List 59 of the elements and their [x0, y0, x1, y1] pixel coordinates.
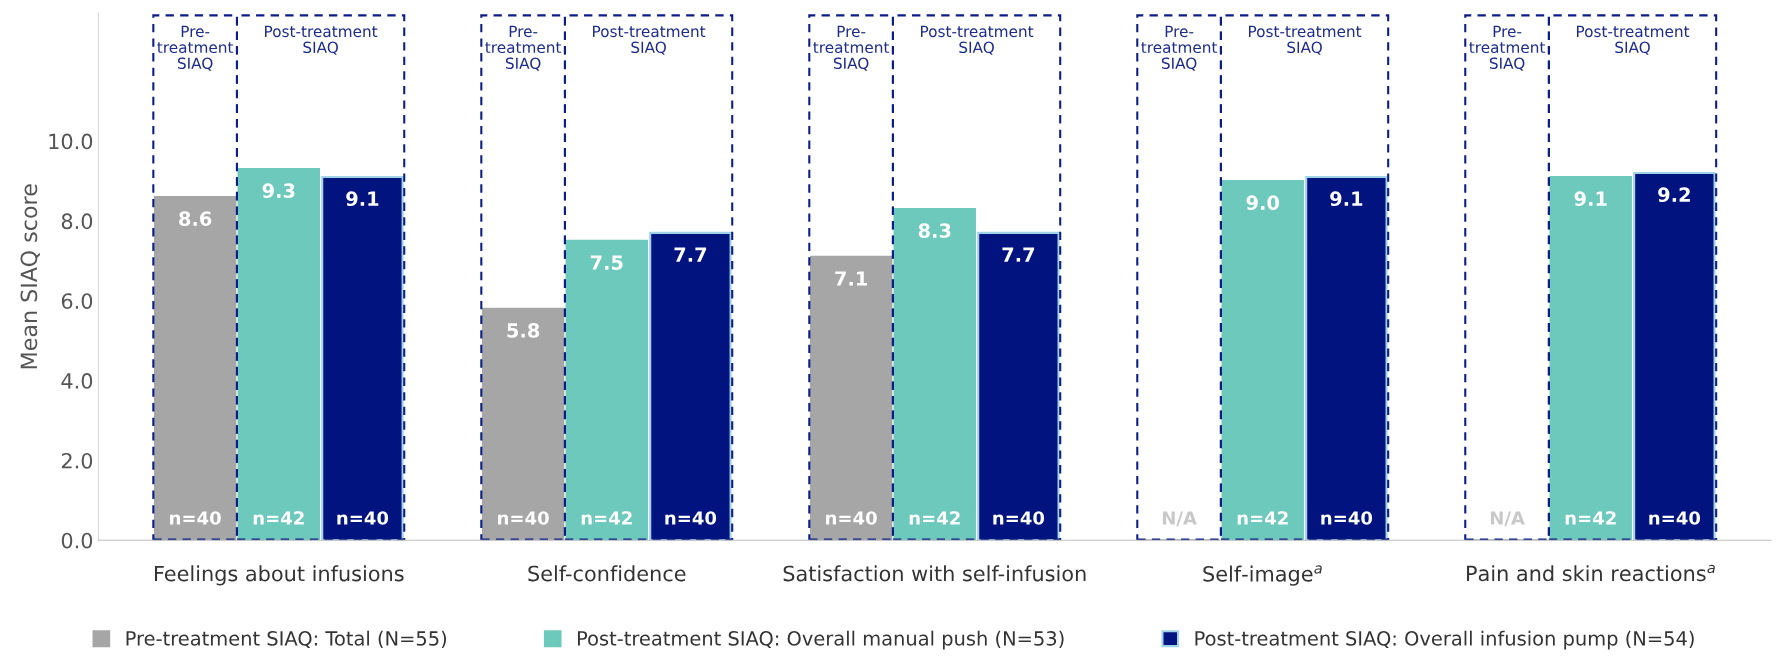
- data-label: 8.6: [179, 211, 212, 226]
- data-label: 9.1: [1330, 191, 1363, 207]
- data-label: 9.3: [262, 183, 295, 199]
- data-label: 9.0: [1246, 195, 1280, 211]
- y-axis-title: Mean SIAQ score: [20, 184, 40, 369]
- bar: [809, 255, 893, 541]
- bar: [893, 207, 976, 541]
- y-tick-label: 4.0: [61, 373, 93, 389]
- annotation: n=42: [581, 511, 632, 525]
- annotation: Post-treatment SIAQ: [265, 25, 378, 55]
- data-label: 8.3: [918, 223, 951, 238]
- y-tick-label: 10.0: [49, 133, 93, 150]
- annotation: n=42: [909, 511, 960, 525]
- annotation: n=40: [1321, 511, 1373, 525]
- annotation: Post-treatment SIAQ: [1249, 25, 1362, 55]
- data-label: 7.7: [1002, 247, 1035, 262]
- annotation: n=40: [826, 511, 877, 525]
- annotation: n=40: [993, 511, 1045, 525]
- legend-label: Post-treatment SIAQ: Overall infusion pump (N=54): [1195, 630, 1694, 650]
- annotation: Post-treatment SIAQ: [593, 25, 706, 55]
- data-label: 7.7: [674, 247, 707, 262]
- annotation: Pre-treatment SIAQ: [1141, 25, 1218, 71]
- bar: [1221, 179, 1304, 541]
- annotation: Pre-treatment SIAQ: [813, 25, 890, 71]
- annotation: Post-treatment SIAQ: [921, 25, 1034, 55]
- data-label: 5.8: [507, 323, 540, 338]
- data-label: 7.5: [590, 255, 623, 270]
- annotation: n=40: [337, 511, 389, 525]
- annotation: Pre-treatment SIAQ: [485, 25, 562, 71]
- annotation: n=42: [1565, 511, 1616, 525]
- annotation: Post-treatment SIAQ: [1576, 25, 1690, 55]
- y-tick-label: 0.0: [61, 532, 93, 549]
- x-tick-label: Self-image$^{a}$: [1203, 565, 1322, 586]
- annotation: n=42: [253, 511, 304, 525]
- y-tick-label: 8.0: [61, 213, 93, 230]
- annotation: Pre-treatment SIAQ: [1469, 25, 1546, 71]
- data-label: 9.1: [1574, 191, 1607, 207]
- data-label: 9.2: [1658, 187, 1690, 203]
- annotation: n=40: [665, 511, 717, 525]
- bar: [565, 239, 648, 541]
- annotation: n=42: [1237, 511, 1288, 525]
- x-tick-label: Satisfaction with self-infusion: [783, 565, 1086, 582]
- annotation: n=40: [1649, 511, 1701, 525]
- annotation: Pre-treatment SIAQ: [157, 25, 234, 71]
- annotation: n=40: [170, 511, 221, 525]
- y-tick-label: 6.0: [61, 293, 93, 309]
- data-label: 7.1: [835, 271, 867, 286]
- bar: [237, 167, 320, 541]
- bar: [153, 195, 237, 541]
- y-tick-label: 2.0: [61, 452, 93, 469]
- x-tick-label: Feelings about infusions: [155, 565, 404, 586]
- legend-label: Post-treatment SIAQ: Overall manual push (N=53): [577, 630, 1064, 650]
- legend-label: Pre-treatment SIAQ: Total (N=55): [126, 630, 447, 649]
- data-label: 9.1: [346, 191, 379, 207]
- x-tick-label: Self-confidence: [528, 565, 686, 582]
- bar: [1549, 175, 1632, 541]
- annotation: n=40: [498, 511, 549, 525]
- x-tick-label: Pain and skin reactions$^{a}$: [1467, 564, 1715, 582]
- bar: [481, 307, 565, 541]
